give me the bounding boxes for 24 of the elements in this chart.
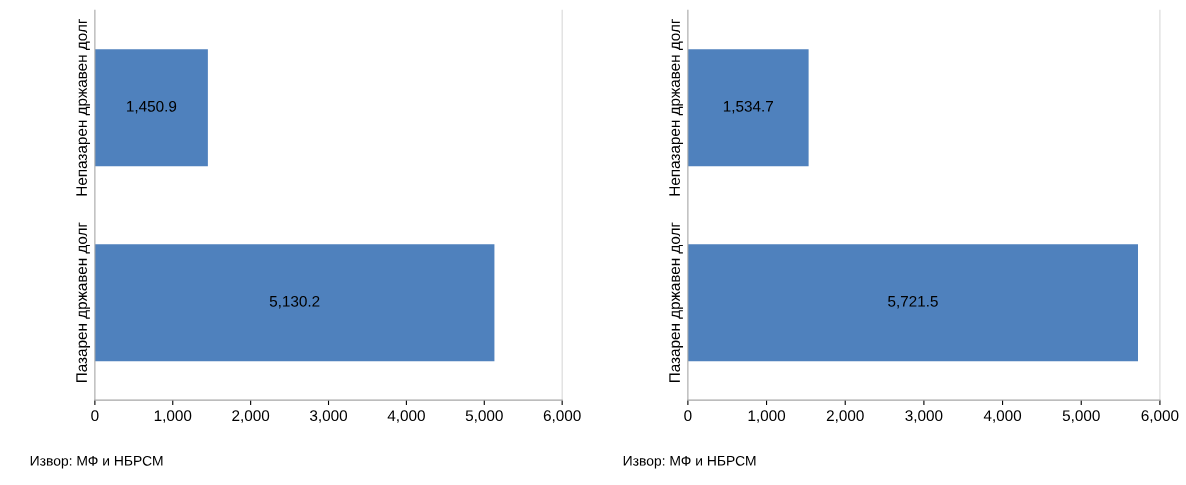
x-tick-label: 1,000 xyxy=(748,410,786,423)
text: Извор: МФ и НБРСМ xyxy=(30,455,163,469)
x-tick-label: 4,000 xyxy=(387,410,425,423)
data-label: 5,130.2 xyxy=(269,295,320,309)
x-tick-label: 5,000 xyxy=(465,410,503,423)
x-tick-label: 0 xyxy=(684,410,692,422)
y-tick-label: Пазарен државен долг xyxy=(76,222,91,383)
x-tick-label: 6,000 xyxy=(1141,410,1179,423)
text: Извор: МФ и НБРСМ xyxy=(623,455,756,469)
x-tick-label: 2,000 xyxy=(232,410,270,423)
x-tick-label: 2,000 xyxy=(826,410,864,423)
x-tick-label: 6,000 xyxy=(543,410,581,423)
x-tick-label: 4,000 xyxy=(983,410,1022,423)
y-tick-label: Непазарен државен долг xyxy=(76,19,91,196)
x-tick-label: 5,000 xyxy=(1062,410,1100,423)
x-tick-label: 3,000 xyxy=(905,410,943,423)
data-label: 1,450.9 xyxy=(127,100,177,114)
x-tick-label: 0 xyxy=(91,410,99,422)
y-tick-label: Пазарен државен долг xyxy=(669,222,684,383)
y-tick-label: Непазарен државен долг xyxy=(669,19,684,196)
x-tick-label: 1,000 xyxy=(154,410,192,423)
data-label: 1,534.7 xyxy=(723,100,773,114)
data-label: 5,721.5 xyxy=(888,295,938,309)
x-tick-label: 3,000 xyxy=(309,410,348,423)
